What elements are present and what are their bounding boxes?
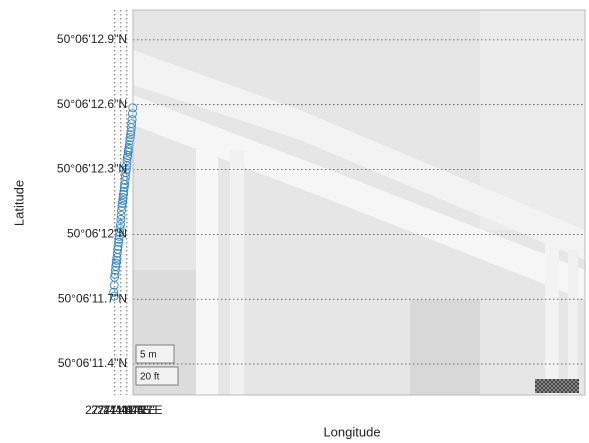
y-tick-label: 50°06'11.7"N [58,291,127,305]
chart: 5 m 20 ft Longitude Latitude 27°41'45"E2… [0,0,589,443]
y-axis-label: Latitude [11,180,26,226]
y-tick-label: 50°06'12"N [67,227,127,241]
basemap [133,10,585,395]
y-tick-label: 50°06'11.4"N [58,356,127,370]
y-tick-label: 50°06'12.9"N [57,32,127,46]
scale-label: 5 m [140,350,157,361]
x-axis-label: Longitude [323,424,380,439]
x-tick-label: 27°41'48"E [85,403,144,417]
y-tick-label: 50°06'12.3"N [57,162,127,176]
scale-label: 20 ft [140,372,160,383]
y-tick-label: 50°06'12.6"N [57,97,127,111]
